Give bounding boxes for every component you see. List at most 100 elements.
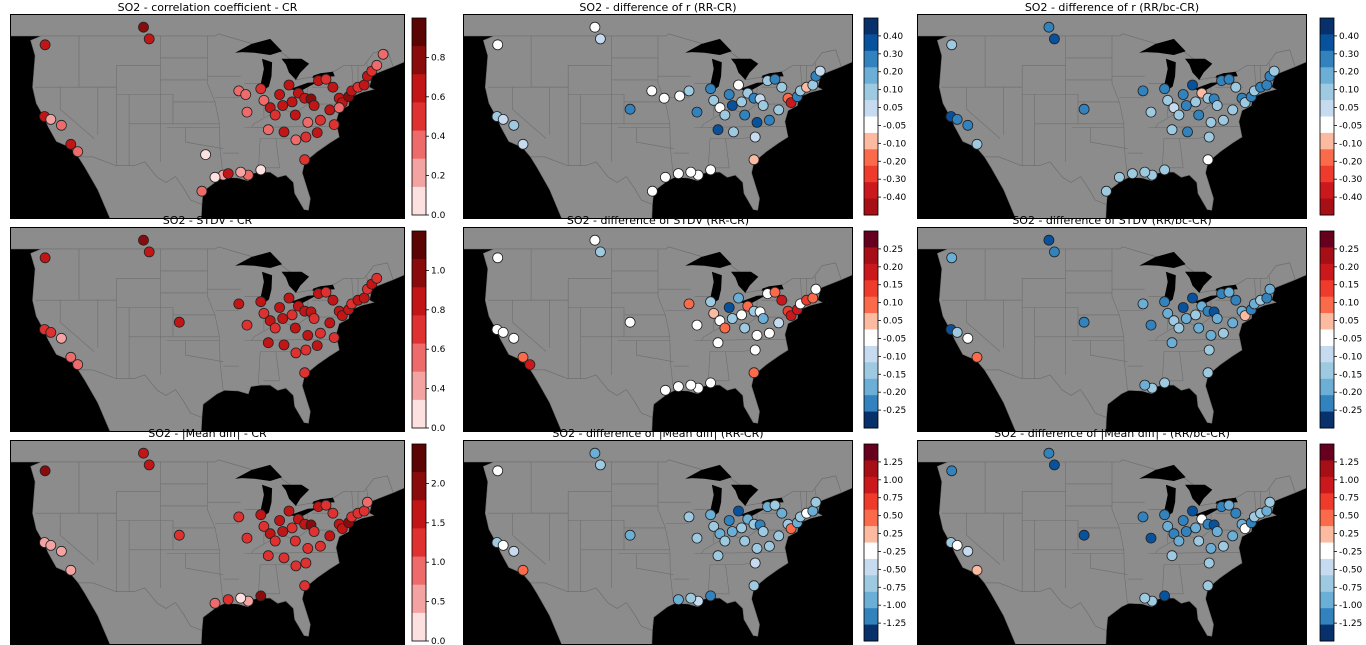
station-marker — [1043, 447, 1055, 459]
station-marker — [196, 185, 208, 197]
colorbar-segment — [864, 493, 878, 511]
station-marker — [200, 149, 212, 161]
state-border — [636, 340, 674, 362]
station-marker — [517, 351, 529, 363]
station-marker — [1177, 515, 1189, 526]
colorbar-tick-label: 1.25 — [1339, 458, 1359, 468]
colorbar-segment — [412, 612, 426, 642]
station-marker — [308, 313, 320, 324]
state-border — [78, 462, 161, 514]
station-marker — [300, 344, 312, 356]
colorbar-segment — [1320, 558, 1334, 576]
usa-land — [30, 459, 394, 637]
state-border — [530, 462, 612, 514]
colorbar-segment — [1320, 247, 1334, 265]
great-lake — [281, 58, 310, 80]
station-marker — [45, 540, 57, 551]
colorbar-tick-label: 0.25 — [883, 530, 903, 540]
map-frame — [463, 227, 853, 432]
great-lake — [1164, 484, 1176, 517]
colorbar-segment — [864, 132, 878, 150]
colorbar-segment — [864, 263, 878, 281]
state-border — [657, 462, 674, 604]
chart-title: SO2 - difference of r (RR/bc-CR) — [1024, 1, 1200, 14]
colorbar-segment — [864, 67, 878, 85]
colorbar-segment — [864, 231, 878, 248]
great-lake — [685, 251, 732, 268]
great-lake — [1164, 271, 1176, 304]
state-border — [710, 136, 755, 139]
station-marker — [1268, 65, 1280, 77]
state-border — [207, 249, 224, 391]
colorbar-segment — [864, 460, 878, 478]
station-marker — [1145, 319, 1157, 331]
colorbar-segment — [1320, 411, 1334, 429]
station-marker — [773, 530, 785, 542]
station-marker — [712, 124, 724, 136]
colorbar-tick-label: -0.50 — [1339, 565, 1362, 575]
station-marker — [269, 322, 281, 334]
state-border — [725, 564, 730, 594]
colorbar-frame — [411, 443, 427, 642]
station-marker — [320, 73, 332, 85]
colorbar-segment — [412, 158, 426, 188]
station-marker — [274, 515, 286, 526]
station-marker — [1166, 550, 1178, 562]
state-border — [1111, 462, 1128, 604]
station-marker — [810, 496, 822, 508]
colorbar-segment — [412, 371, 426, 401]
station-marker — [1227, 317, 1239, 329]
station-marker — [814, 65, 826, 77]
state-border — [1111, 249, 1128, 391]
usa-land — [30, 33, 394, 211]
colorbar-segment — [1320, 34, 1334, 52]
state-border — [710, 349, 755, 352]
colorbar-tick-label: 1.00 — [883, 476, 903, 486]
colorbar-segment — [1320, 509, 1334, 527]
state-border — [725, 351, 730, 381]
usa-land — [937, 33, 1296, 211]
station-marker — [719, 322, 731, 334]
station-marker — [320, 499, 332, 511]
colorbar-tick-label: -0.05 — [883, 334, 906, 344]
station-marker — [39, 252, 51, 264]
colorbar-tick-label: 0.50 — [883, 512, 903, 522]
station-marker — [328, 119, 340, 130]
station-marker — [241, 319, 253, 331]
colorbar-frame — [863, 443, 879, 642]
station-marker — [971, 138, 983, 150]
state-border — [1022, 307, 1079, 338]
state-border — [1164, 349, 1209, 352]
great-lake — [1185, 271, 1213, 293]
station-marker — [1145, 532, 1157, 544]
station-marker — [1203, 344, 1215, 356]
station-marker — [1264, 496, 1276, 508]
colorbar-tick-label: -0.20 — [883, 157, 906, 167]
colorbar-segment — [1320, 198, 1334, 216]
station-marker — [672, 168, 684, 180]
state-border — [636, 127, 674, 149]
station-marker — [726, 526, 738, 537]
colorbar-tick-label: 0.0 — [431, 424, 446, 432]
station-marker — [757, 100, 769, 111]
station-marker — [723, 302, 735, 313]
colorbar-tick-label: -0.50 — [883, 565, 906, 575]
station-marker — [594, 459, 606, 471]
station-marker — [751, 330, 763, 341]
station-marker — [1078, 103, 1090, 115]
station-marker — [769, 499, 781, 511]
great-lake — [235, 251, 283, 268]
state-border — [512, 87, 547, 139]
state-border — [1164, 562, 1209, 565]
great-lake — [1185, 58, 1213, 80]
colorbar-segment — [1320, 526, 1334, 543]
station-marker — [776, 81, 788, 93]
station-marker — [672, 381, 684, 393]
state-border — [530, 36, 612, 88]
station-marker — [240, 89, 252, 100]
station-marker — [763, 114, 775, 126]
map-frame — [917, 14, 1307, 219]
colorbar-segment — [412, 231, 426, 260]
station-marker — [589, 21, 601, 33]
station-marker — [262, 124, 274, 136]
